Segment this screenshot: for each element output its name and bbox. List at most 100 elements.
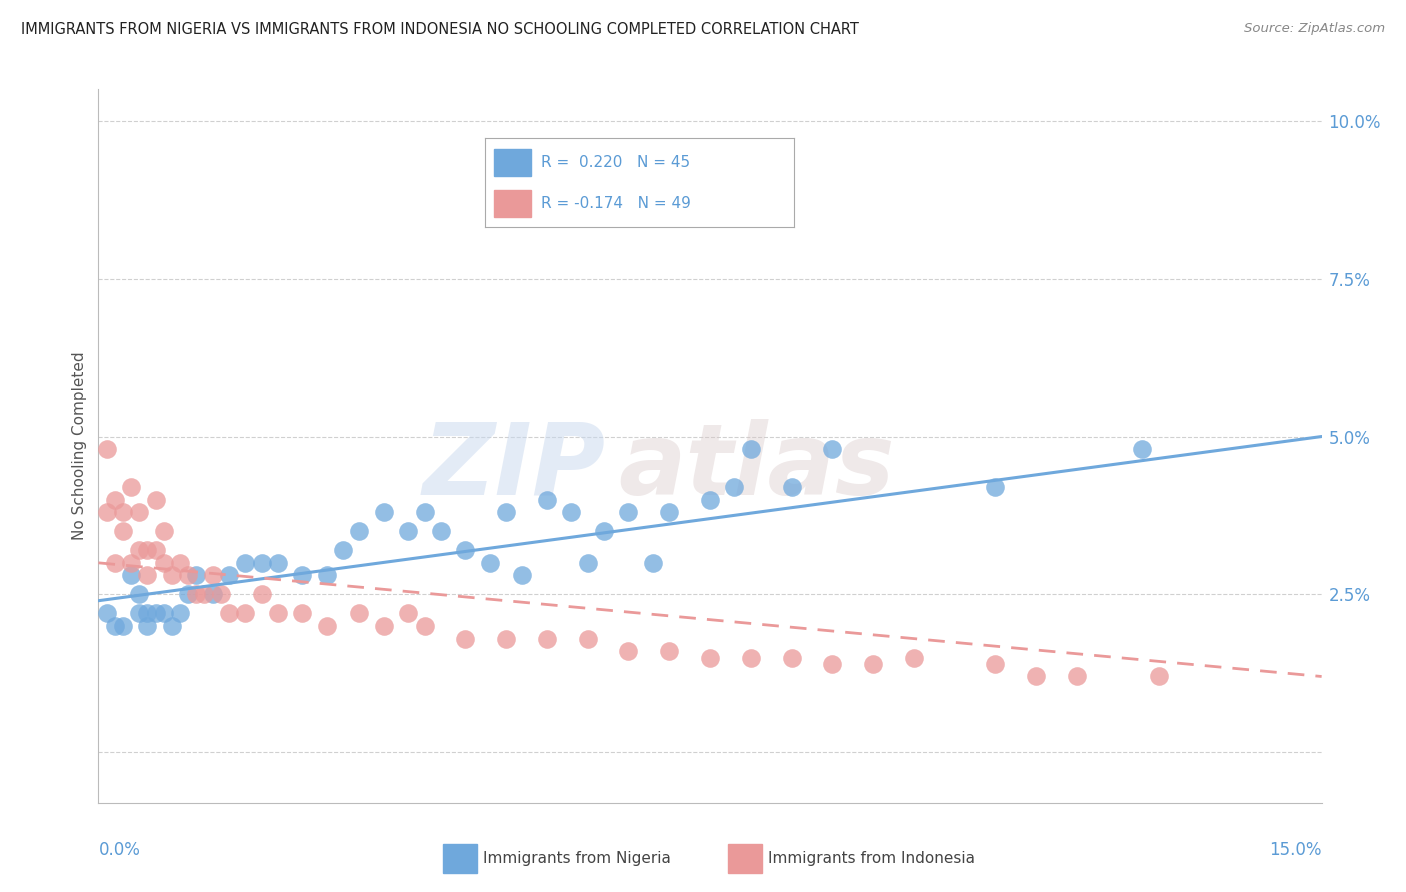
Point bbox=[218, 607, 240, 621]
Point bbox=[104, 619, 127, 633]
Point bbox=[617, 644, 640, 658]
Point bbox=[104, 492, 127, 507]
Point bbox=[315, 568, 337, 582]
Point bbox=[430, 524, 453, 539]
Point bbox=[984, 480, 1007, 494]
Point bbox=[862, 657, 884, 671]
Point bbox=[233, 556, 256, 570]
Text: IMMIGRANTS FROM NIGERIA VS IMMIGRANTS FROM INDONESIA NO SCHOOLING COMPLETED CORR: IMMIGRANTS FROM NIGERIA VS IMMIGRANTS FR… bbox=[21, 22, 859, 37]
Point bbox=[1066, 669, 1088, 683]
Point bbox=[512, 568, 534, 582]
Point bbox=[218, 568, 240, 582]
Y-axis label: No Schooling Completed: No Schooling Completed bbox=[72, 351, 87, 541]
Bar bbox=[443, 844, 477, 873]
Point bbox=[233, 607, 256, 621]
Text: 15.0%: 15.0% bbox=[1270, 840, 1322, 859]
Point bbox=[536, 492, 558, 507]
Point bbox=[250, 587, 273, 601]
Point bbox=[373, 505, 395, 519]
Bar bbox=[495, 149, 531, 176]
Point bbox=[136, 543, 159, 558]
Point bbox=[128, 587, 150, 601]
Bar bbox=[728, 844, 762, 873]
Point bbox=[120, 556, 142, 570]
Point bbox=[617, 505, 640, 519]
Point bbox=[136, 607, 159, 621]
Point bbox=[136, 568, 159, 582]
Point bbox=[152, 607, 174, 621]
Point bbox=[454, 543, 477, 558]
Point bbox=[1025, 669, 1047, 683]
Point bbox=[454, 632, 477, 646]
Point bbox=[780, 650, 803, 665]
Text: Immigrants from Nigeria: Immigrants from Nigeria bbox=[484, 851, 671, 866]
Point bbox=[1147, 669, 1170, 683]
Point bbox=[413, 505, 436, 519]
Point bbox=[104, 556, 127, 570]
Point bbox=[396, 607, 419, 621]
Point bbox=[495, 632, 517, 646]
Point bbox=[96, 442, 118, 457]
Point bbox=[201, 587, 224, 601]
Bar bbox=[495, 190, 531, 217]
Point bbox=[373, 619, 395, 633]
Point bbox=[560, 505, 582, 519]
Point bbox=[111, 619, 134, 633]
Point bbox=[193, 587, 215, 601]
Point bbox=[201, 568, 224, 582]
Point bbox=[136, 619, 159, 633]
Point bbox=[658, 644, 681, 658]
Point bbox=[96, 505, 118, 519]
Point bbox=[145, 607, 167, 621]
Text: Source: ZipAtlas.com: Source: ZipAtlas.com bbox=[1244, 22, 1385, 36]
Point bbox=[315, 619, 337, 633]
Point bbox=[169, 556, 191, 570]
Point bbox=[332, 543, 354, 558]
Point bbox=[740, 650, 762, 665]
Point bbox=[536, 632, 558, 646]
Point bbox=[740, 442, 762, 457]
Point bbox=[267, 556, 290, 570]
Point bbox=[699, 650, 721, 665]
Point bbox=[120, 480, 142, 494]
Point bbox=[349, 607, 371, 621]
Point bbox=[413, 619, 436, 633]
Point bbox=[291, 568, 314, 582]
Text: atlas: atlas bbox=[619, 419, 894, 516]
Point bbox=[593, 524, 616, 539]
Point bbox=[821, 657, 844, 671]
Point bbox=[160, 568, 183, 582]
Point bbox=[903, 650, 925, 665]
Point bbox=[145, 492, 167, 507]
Point bbox=[128, 543, 150, 558]
Point bbox=[495, 505, 517, 519]
Point bbox=[120, 568, 142, 582]
Point bbox=[267, 607, 290, 621]
Point bbox=[821, 442, 844, 457]
Point bbox=[658, 505, 681, 519]
Point bbox=[576, 632, 599, 646]
Point bbox=[169, 607, 191, 621]
Point bbox=[145, 543, 167, 558]
Text: Immigrants from Indonesia: Immigrants from Indonesia bbox=[768, 851, 974, 866]
Point bbox=[128, 607, 150, 621]
Point bbox=[723, 480, 745, 494]
Point bbox=[641, 556, 664, 570]
Point bbox=[209, 587, 232, 601]
Point bbox=[111, 524, 134, 539]
Point bbox=[291, 607, 314, 621]
Text: 0.0%: 0.0% bbox=[98, 840, 141, 859]
Point bbox=[160, 619, 183, 633]
Point bbox=[349, 524, 371, 539]
Point bbox=[576, 556, 599, 570]
Point bbox=[152, 556, 174, 570]
Point bbox=[984, 657, 1007, 671]
Point bbox=[186, 568, 208, 582]
Point bbox=[1130, 442, 1153, 457]
Point bbox=[96, 607, 118, 621]
Point bbox=[396, 524, 419, 539]
Point bbox=[177, 568, 200, 582]
Point bbox=[177, 587, 200, 601]
Point bbox=[111, 505, 134, 519]
Point bbox=[250, 556, 273, 570]
